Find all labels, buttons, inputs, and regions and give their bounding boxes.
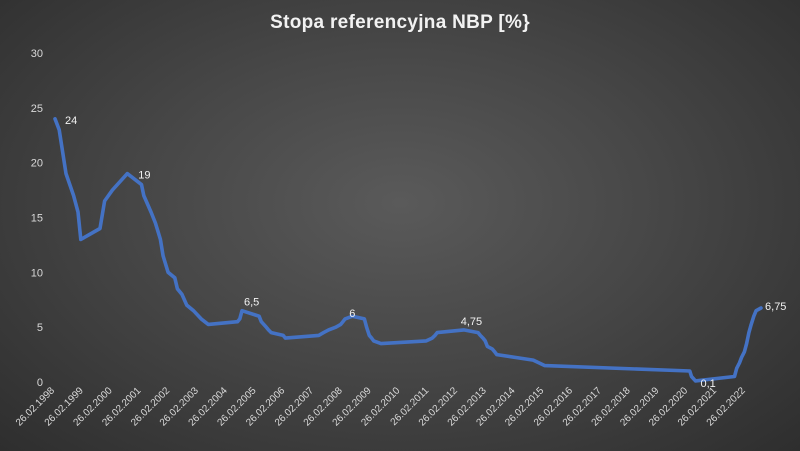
y-tick-label: 20 [31,158,43,170]
data-label: 24 [65,115,77,127]
data-label: 0,1 [700,378,715,390]
y-axis: 0 5 10 15 20 25 30 [31,48,43,389]
data-label: 6,5 [244,297,259,309]
y-tick-label: 15 [31,213,43,225]
data-labels: 24 19 6,5 6 4,75 0,1 6,75 [65,115,786,390]
data-label: 19 [138,170,150,182]
data-label: 4,75 [461,316,482,328]
data-label: 6 [349,308,355,320]
data-label: 6,75 [765,301,786,313]
y-tick-label: 25 [31,103,43,115]
x-axis: 26.02.199826.02.199926.02.200026.02.2001… [14,385,748,428]
y-tick-label: 0 [37,377,43,389]
series-group [53,117,763,383]
y-tick-label: 5 [37,322,43,334]
chart-title: Stopa referencyjna NBP [%} [270,12,530,33]
series-line [53,117,763,383]
y-tick-label: 30 [31,48,43,60]
y-tick-label: 10 [31,267,43,279]
